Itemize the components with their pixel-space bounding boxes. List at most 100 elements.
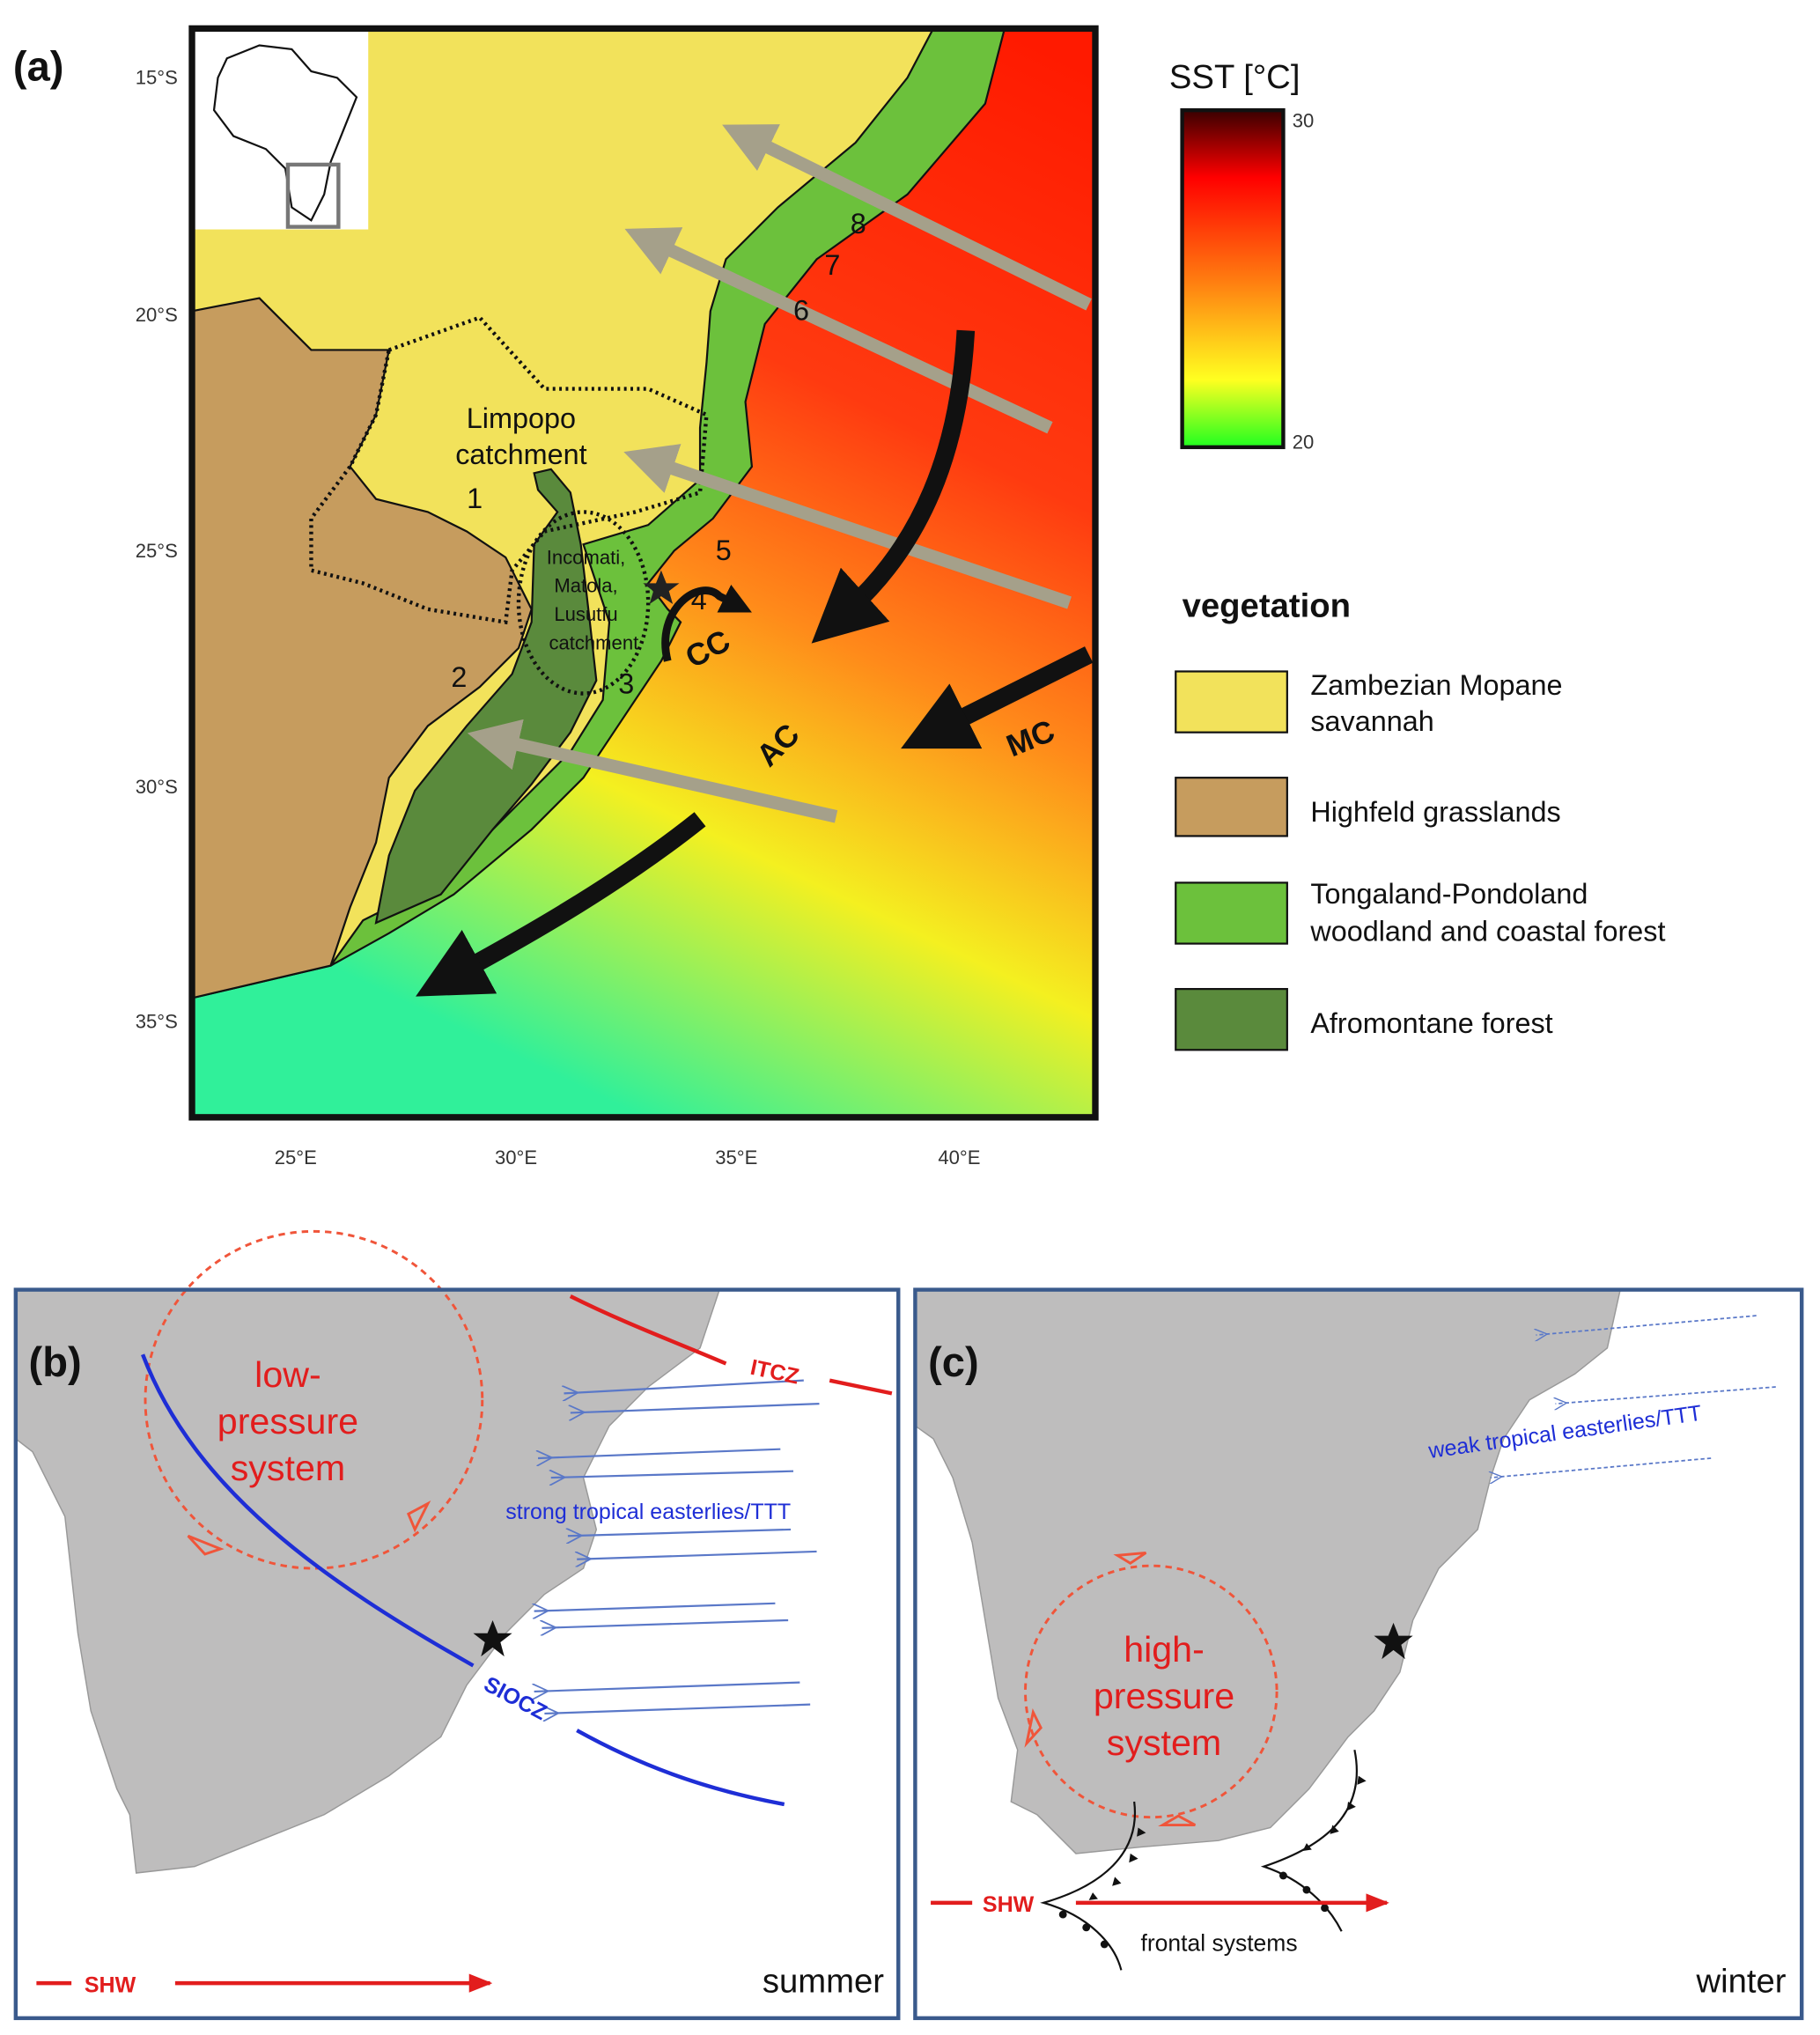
label: 35°S [136,1010,178,1032]
site-star [1374,1622,1413,1660]
group: 1 2 3 45 678 [451,208,866,700]
current-arrows [416,329,1094,997]
shape [564,1379,804,1394]
label: Matola, [554,575,617,597]
low-pressure-circle [144,1229,484,1570]
group: low-pressure system [217,1354,358,1488]
shape [538,1448,781,1458]
label: 35°E [715,1147,757,1169]
colorbar [1180,107,1286,450]
label: 40°E [938,1147,980,1169]
label: pressure [217,1401,358,1441]
label: frontal systems [1141,1929,1298,1956]
panel-frame [13,1287,901,2021]
shape [1536,1315,1757,1335]
africa-outline [212,44,358,222]
label: Lusutfu [554,603,617,625]
legend-swatch [1175,881,1288,945]
panel-c: (c) weak tropical easterlies/TTT high-pr… [913,1287,1804,2021]
high-pressure-circle [1024,1564,1278,1819]
lat-labels: 15°S 20°S 25°S 30°S 35°S [136,67,178,1033]
shape [568,1530,792,1536]
shape [1082,1923,1091,1932]
itcz-line [569,1294,893,1396]
shape [1302,1885,1311,1894]
shape [1321,1904,1329,1913]
lon-labels: 25°E 30°E 35°E 40°E [275,1147,981,1169]
label: high- [1124,1629,1205,1670]
label: 30°S [136,776,178,798]
legend-swatch [1175,670,1288,734]
label: summer [763,1962,884,2000]
front-symbols [1058,1775,1367,1949]
label: system [1107,1722,1222,1763]
coastal-forest [329,27,1006,967]
shape [577,1550,817,1559]
label: Afromontane forest [1310,1007,1552,1039]
label: 4 [691,584,707,616]
label: Incomati, [547,546,626,568]
label: 30°E [495,1147,537,1169]
label: savannah [1310,705,1433,737]
label: Zambezian Mopane [1310,669,1562,701]
label: 1 [467,483,483,514]
label: 15°S [136,67,178,89]
incomati-outline [516,510,651,696]
shape [1279,1871,1287,1880]
shape [1100,1940,1109,1949]
land [15,1288,721,1874]
label: (b) [29,1338,82,1385]
siocz-line [141,1353,785,1807]
label: SST [°C] [1169,58,1301,96]
shape [1556,1386,1776,1404]
label: low- [254,1354,321,1395]
legend-swatch [1175,988,1288,1051]
circulation-arrows [1024,1551,1197,1827]
circulation-arrows [187,1500,431,1556]
easterlies [1491,1315,1776,1478]
legend-swatch [1175,777,1288,837]
label: strong tropical easterlies/TTT [505,1500,791,1524]
group: Incomati, Matola, Lusutfu catchment [547,546,638,653]
shape [1058,1910,1067,1919]
shape [534,1681,800,1692]
inset-box [285,162,341,229]
label: SHW [983,1892,1035,1917]
label: (a) [13,42,64,89]
map-frame [188,25,1099,1121]
label: SHW [85,1972,136,1997]
shape [542,1618,789,1628]
label: winter [1695,1962,1786,2000]
land [914,1288,1622,1854]
limpopo-outline [309,315,709,625]
label: catchment [455,439,586,470]
panel-a: (a) 15°S 20°S 25°S 30°S 35°S 25°E 30°E 35°E 40°… [13,25,1665,1169]
shape [551,1471,794,1478]
inset [194,31,369,230]
grassland [190,297,533,999]
label: Highfeld grasslands [1310,796,1560,828]
label: 8 [851,208,866,240]
label: 20°S [136,304,178,326]
panel-frame [913,1287,1804,2021]
shape [623,444,1072,609]
cc-arrow [661,584,752,662]
label: 2 [451,661,467,693]
label: 25°E [275,1147,317,1169]
label: catchment [549,631,638,653]
shape [571,1403,820,1412]
shape [901,646,1094,749]
label: 30 [1293,109,1315,131]
label: system [231,1448,346,1488]
shape [544,1703,811,1714]
label: vegetation [1183,587,1351,625]
shape [624,227,1053,434]
shape [1491,1457,1712,1478]
site-star [473,1619,512,1657]
shape [467,719,838,823]
shape [722,124,1092,311]
label: 25°S [136,540,178,562]
label: (c) [928,1338,979,1385]
